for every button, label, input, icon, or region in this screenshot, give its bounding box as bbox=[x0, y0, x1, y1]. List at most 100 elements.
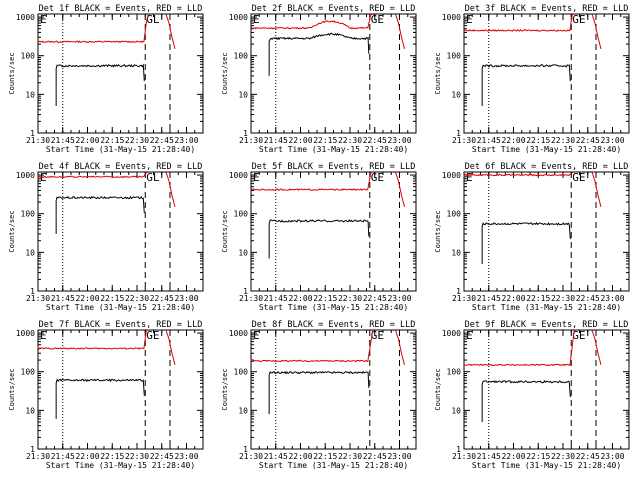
chart-title: Det 3f BLACK = Events, RED = LLD bbox=[465, 4, 629, 14]
y-tick-label: 1000 bbox=[442, 171, 461, 180]
y-tick-label: 1000 bbox=[16, 329, 35, 338]
series-events bbox=[481, 64, 571, 106]
x-tick-label: 22:00 bbox=[501, 136, 525, 145]
x-tick-label: 21:30 bbox=[239, 136, 263, 145]
y-tick-label: 100 bbox=[234, 210, 249, 219]
y-tick-label: 10 bbox=[451, 90, 461, 99]
x-tick-label: 22:15 bbox=[100, 294, 124, 303]
plot-frame bbox=[463, 329, 630, 450]
x-axis-label: Start Time (31-May-15 21:28:40) bbox=[472, 303, 621, 312]
x-tick-label: 23:00 bbox=[600, 452, 624, 461]
y-tick-label: 1 bbox=[456, 287, 461, 296]
x-tick-label: 22:00 bbox=[501, 294, 525, 303]
series-lld-fragment bbox=[591, 329, 602, 366]
x-tick-label: 22:45 bbox=[576, 294, 600, 303]
y-axis-label: Counts/sec bbox=[434, 210, 442, 252]
x-tick-label: 22:30 bbox=[551, 452, 575, 461]
y-tick-label: 10 bbox=[238, 90, 248, 99]
x-tick-label: 23:00 bbox=[174, 452, 198, 461]
chart-panel-9: Det 9f BLACK = Events, RED = LLD 1 10 100 10… bbox=[434, 320, 630, 470]
y-axis-label: Counts/sec bbox=[8, 368, 16, 410]
y-tick-label: 100 bbox=[234, 52, 249, 61]
y-axis-label: Counts/sec bbox=[434, 52, 442, 94]
y-tick-label: 10 bbox=[25, 406, 35, 415]
series-events bbox=[268, 370, 370, 415]
chart-panel-7: Det 7f BLACK = Events, RED = LLD 1 10 100 10… bbox=[8, 320, 204, 470]
series-lld-fragment bbox=[165, 329, 176, 366]
series-lld bbox=[463, 13, 575, 32]
corner-label-left: E bbox=[40, 13, 47, 26]
plot-frame bbox=[463, 13, 630, 134]
series-events bbox=[481, 380, 571, 422]
y-axis-label: Counts/sec bbox=[221, 52, 229, 94]
x-tick-label: 23:00 bbox=[174, 136, 198, 145]
y-tick-label: 1 bbox=[456, 445, 461, 454]
y-tick-label: 10 bbox=[451, 406, 461, 415]
y-tick-label: 10 bbox=[238, 248, 248, 257]
plot-frame bbox=[37, 171, 204, 292]
chart-panel-8: Det 8f BLACK = Events, RED = LLD 1 10 100 10… bbox=[221, 320, 417, 470]
y-tick-label: 10 bbox=[25, 90, 35, 99]
x-axis-label: Start Time (31-May-15 21:28:40) bbox=[259, 461, 408, 470]
x-tick-label: 21:45 bbox=[51, 452, 75, 461]
x-tick-label: 22:30 bbox=[551, 136, 575, 145]
y-tick-label: 100 bbox=[234, 368, 249, 377]
x-tick-label: 21:30 bbox=[239, 294, 263, 303]
x-tick-label: 21:45 bbox=[51, 136, 75, 145]
x-axis-label: Start Time (31-May-15 21:28:40) bbox=[472, 461, 621, 470]
x-tick-label: 23:00 bbox=[387, 294, 411, 303]
plot-frame bbox=[37, 13, 204, 134]
series-lld bbox=[250, 330, 374, 363]
x-tick-label: 22:45 bbox=[576, 136, 600, 145]
series-lld-fragment bbox=[591, 171, 602, 208]
x-tick-label: 22:45 bbox=[150, 136, 174, 145]
x-tick-label: 23:00 bbox=[387, 452, 411, 461]
corner-label-right: GL bbox=[146, 171, 160, 184]
y-tick-label: 1 bbox=[30, 445, 35, 454]
series-lld bbox=[37, 171, 149, 179]
corner-label-left: E bbox=[466, 329, 473, 342]
series-lld-fragment bbox=[395, 329, 405, 366]
y-tick-label: 1 bbox=[243, 287, 248, 296]
x-tick-label: 22:00 bbox=[75, 452, 99, 461]
x-tick-label: 22:45 bbox=[363, 136, 387, 145]
x-tick-label: 22:45 bbox=[363, 294, 387, 303]
x-tick-label: 22:15 bbox=[313, 452, 337, 461]
x-tick-label: 22:00 bbox=[75, 136, 99, 145]
chart-title: Det 7f BLACK = Events, RED = LLD bbox=[39, 320, 203, 330]
series-lld bbox=[250, 13, 373, 30]
y-axis-label: Counts/sec bbox=[8, 52, 16, 94]
y-tick-label: 1000 bbox=[442, 13, 461, 22]
x-tick-label: 22:15 bbox=[313, 294, 337, 303]
x-axis-label: Start Time (31-May-15 21:28:40) bbox=[259, 145, 408, 154]
x-tick-label: 22:30 bbox=[125, 452, 149, 461]
x-tick-label: 23:00 bbox=[174, 294, 198, 303]
x-tick-label: 21:45 bbox=[264, 452, 288, 461]
corner-label-left: E bbox=[40, 329, 47, 342]
corner-label-right: GE bbox=[371, 171, 384, 184]
x-tick-label: 23:00 bbox=[387, 136, 411, 145]
x-tick-label: 21:45 bbox=[477, 452, 501, 461]
x-tick-label: 21:45 bbox=[477, 294, 501, 303]
corner-label-left: E bbox=[253, 171, 260, 184]
x-tick-label: 22:00 bbox=[288, 136, 312, 145]
y-tick-label: 100 bbox=[447, 52, 462, 61]
x-tick-label: 22:00 bbox=[288, 452, 312, 461]
chart-title: Det 1f BLACK = Events, RED = LLD bbox=[39, 4, 203, 14]
x-tick-label: 22:30 bbox=[125, 294, 149, 303]
x-tick-label: 21:45 bbox=[51, 294, 75, 303]
corner-label-left: E bbox=[253, 329, 260, 342]
chart-title: Det 2f BLACK = Events, RED = LLD bbox=[252, 4, 416, 14]
x-tick-label: 23:00 bbox=[600, 136, 624, 145]
x-tick-label: 22:00 bbox=[501, 452, 525, 461]
x-tick-label: 22:30 bbox=[551, 294, 575, 303]
x-tick-label: 22:15 bbox=[526, 452, 550, 461]
y-tick-label: 100 bbox=[447, 368, 462, 377]
series-lld-fragment bbox=[395, 171, 405, 208]
series-lld-fragment bbox=[591, 13, 602, 50]
chart-title: Det 9f BLACK = Events, RED = LLD bbox=[465, 320, 629, 330]
x-tick-label: 21:45 bbox=[477, 136, 501, 145]
series-events bbox=[268, 32, 370, 76]
series-lld-fragment bbox=[395, 13, 405, 50]
chart-title: Det 8f BLACK = Events, RED = LLD bbox=[252, 320, 416, 330]
